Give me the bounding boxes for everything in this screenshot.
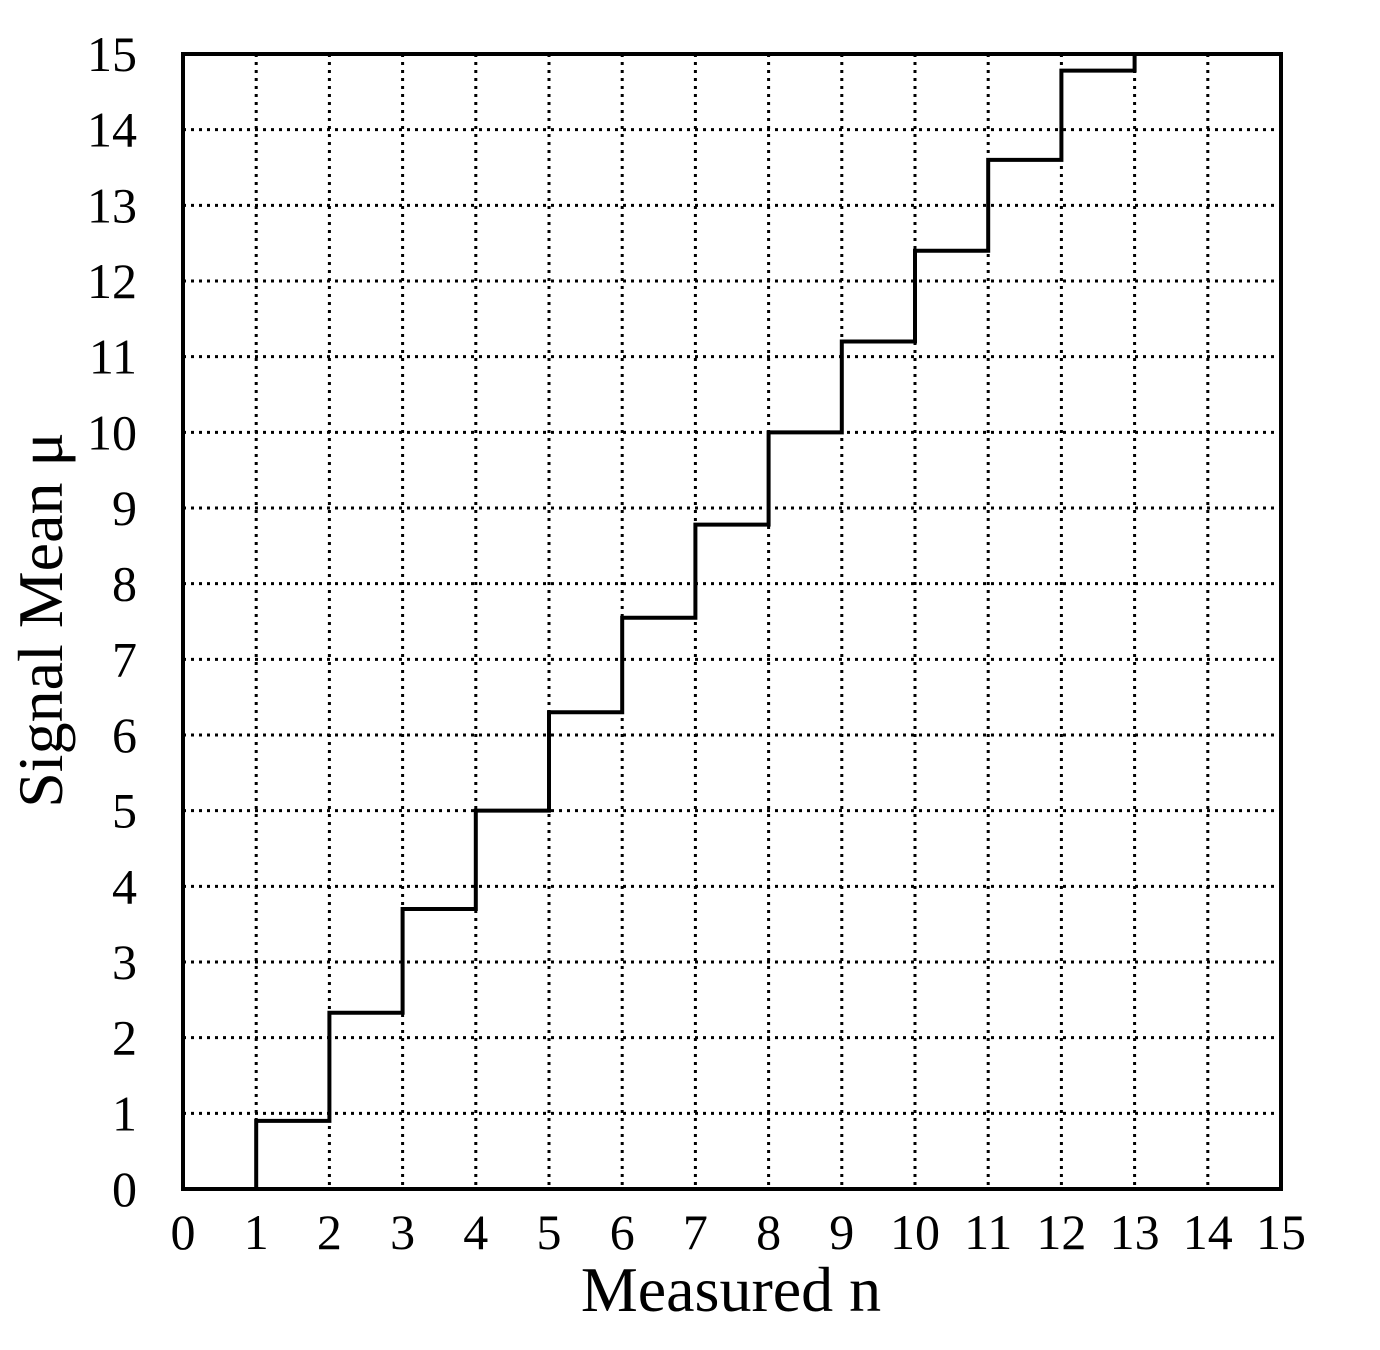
x-tick-label: 11: [964, 1204, 1012, 1260]
y-tick-label: 10: [87, 404, 137, 460]
x-tick-label: 6: [610, 1204, 635, 1260]
y-tick-label: 11: [89, 329, 137, 385]
x-tick-label: 1: [244, 1204, 269, 1260]
y-tick-label: 0: [112, 1161, 137, 1217]
x-tick-labels: 0 1 2 3 4 5 6 7 8 9 10 11 12 13 14 15: [171, 1204, 1307, 1260]
plot-frame: [181, 52, 1283, 1191]
y-tick-label: 15: [87, 26, 137, 82]
y-tick-label: 4: [112, 858, 137, 914]
x-tick-label: 14: [1183, 1204, 1233, 1260]
x-tick-label: 0: [171, 1204, 196, 1260]
x-tick-label: 3: [390, 1204, 415, 1260]
x-tick-label: 10: [890, 1204, 940, 1260]
y-tick-label: 13: [87, 177, 137, 233]
y-tick-label: 7: [112, 631, 137, 687]
y-tick-label: 9: [112, 480, 137, 536]
y-tick-label: 1: [112, 1085, 137, 1141]
x-tick-label: 5: [537, 1204, 562, 1260]
x-tick-label: 8: [756, 1204, 781, 1260]
y-tick-label: 14: [87, 102, 137, 158]
x-tick-label: 9: [829, 1204, 854, 1260]
y-tick-label: 12: [87, 253, 137, 309]
x-tick-label: 15: [1256, 1204, 1306, 1260]
step-series-line: [183, 54, 1137, 1191]
y-tick-label: 3: [112, 934, 137, 990]
x-tick-label: 7: [683, 1204, 708, 1260]
y-tick-label: 2: [112, 1010, 137, 1066]
x-tick-label: 4: [463, 1204, 488, 1260]
x-tick-label: 12: [1036, 1204, 1086, 1260]
x-tick-label: 13: [1110, 1204, 1160, 1260]
x-axis-title: Measured n: [581, 1254, 881, 1325]
y-tick-label: 5: [112, 783, 137, 839]
x-tick-label: 2: [317, 1204, 342, 1260]
grid-lines: [183, 54, 1281, 1189]
y-tick-label: 6: [112, 707, 137, 763]
y-tick-label: 8: [112, 556, 137, 612]
y-axis-title: Signal Mean μ: [5, 432, 76, 808]
